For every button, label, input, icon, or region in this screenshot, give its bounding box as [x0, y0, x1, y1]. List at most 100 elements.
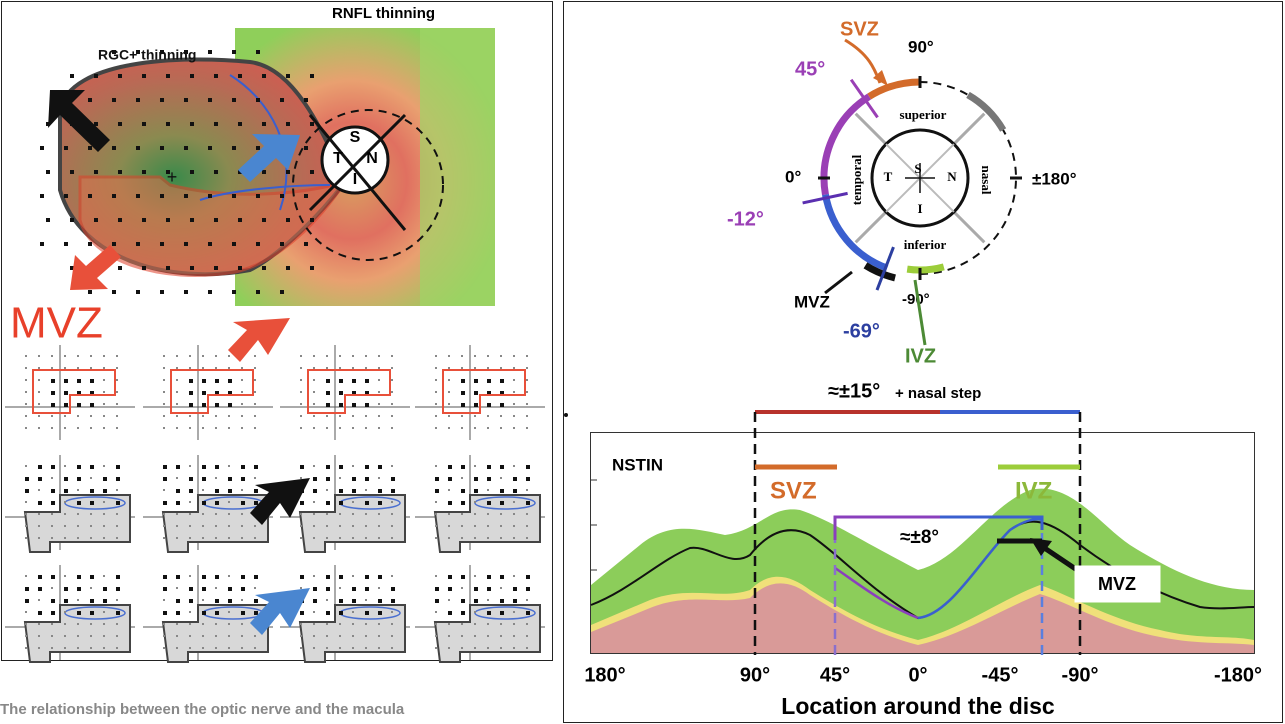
vf-point — [38, 575, 42, 579]
vf-point — [25, 477, 29, 481]
vf-point — [254, 489, 258, 493]
vf-point — [435, 587, 439, 591]
vf-point — [202, 501, 206, 505]
vf-point — [326, 465, 330, 469]
vf-point — [513, 427, 515, 429]
vf-point — [90, 465, 94, 469]
vf-point — [326, 525, 328, 527]
vf-point — [189, 489, 193, 493]
vf-point — [25, 379, 27, 381]
mvz-polar: MVZ — [794, 292, 830, 311]
vf-point — [202, 599, 204, 601]
vf-point — [365, 415, 367, 417]
vf-point — [378, 501, 382, 505]
vf-point — [176, 415, 178, 417]
x-labels: 180°90°45°0°-45°-90°-180° — [584, 664, 1262, 686]
deg-0: 0° — [785, 167, 801, 186]
vf-point — [313, 537, 315, 539]
vf-point — [103, 489, 107, 493]
vf-point — [474, 611, 476, 613]
vf-point — [90, 477, 92, 479]
grid-dot — [256, 242, 260, 246]
vf-point — [215, 537, 217, 539]
vf-point — [25, 623, 27, 625]
vf-point — [215, 355, 217, 357]
grid-dot — [184, 242, 188, 246]
vf-point — [254, 599, 258, 603]
vf-point — [448, 465, 452, 469]
vf-point — [487, 367, 489, 369]
range-note: + nasal step — [895, 385, 981, 402]
vf-point — [378, 367, 380, 369]
vf-point — [64, 367, 66, 369]
grid-dot — [232, 194, 236, 198]
vf-point — [526, 623, 528, 625]
vf-point — [352, 575, 354, 577]
vf-point — [241, 477, 245, 481]
vf-point — [526, 635, 528, 637]
vf-point — [189, 477, 193, 481]
vf-point — [215, 599, 219, 603]
vf-point — [435, 415, 437, 417]
vf-point — [64, 525, 66, 527]
vf-point — [103, 635, 105, 637]
grid-dot — [118, 74, 122, 78]
vf-point — [189, 427, 191, 429]
vf-point — [461, 587, 463, 589]
vf-point — [90, 537, 92, 539]
grid-dot — [310, 266, 314, 270]
vf-point — [313, 599, 317, 603]
vf-point — [448, 427, 450, 429]
vf-point — [513, 379, 515, 381]
vf-point — [176, 477, 178, 479]
vf-point — [51, 525, 53, 527]
grid-dot — [232, 98, 236, 102]
vf-point — [326, 513, 328, 515]
vf-point — [241, 367, 243, 369]
vf-point — [163, 647, 165, 649]
vf-point — [326, 587, 330, 591]
vf-point — [448, 587, 452, 591]
vf-point — [189, 575, 191, 577]
vf-point — [25, 647, 27, 649]
vf-point — [116, 537, 118, 539]
vf-point — [176, 513, 178, 515]
vf-point — [513, 647, 515, 649]
vf-point — [513, 489, 517, 493]
vf-point — [241, 575, 245, 579]
vf-point — [365, 501, 369, 505]
vf-point — [526, 391, 528, 393]
grid-dot — [232, 50, 236, 54]
vf-point — [391, 501, 393, 503]
vf-point — [202, 379, 206, 383]
grid-dot — [40, 194, 44, 198]
grid-dot — [256, 50, 260, 54]
vf-point — [189, 415, 191, 417]
vf-point — [51, 355, 53, 357]
grid-dot — [142, 74, 146, 78]
vf-point — [365, 477, 369, 481]
region-superior: superior — [900, 107, 947, 122]
vf-point — [51, 465, 55, 469]
vf-point — [25, 635, 27, 637]
vf-point — [176, 587, 178, 589]
grid-dot — [190, 218, 194, 222]
vf-point — [103, 513, 105, 515]
vf-point — [300, 477, 302, 479]
vf-point — [352, 355, 354, 357]
vf-point — [116, 623, 118, 625]
vf-point — [391, 355, 393, 357]
vf-point — [339, 611, 343, 615]
x-title: Location around the disc — [781, 693, 1055, 719]
vf-point — [163, 575, 167, 579]
vf-point — [103, 465, 105, 467]
deg-180: ±180° — [1032, 169, 1077, 188]
vf-point — [300, 575, 304, 579]
vf-point — [513, 611, 515, 613]
vf-point — [90, 525, 92, 527]
grid-dot — [118, 170, 122, 174]
vf-point — [189, 379, 193, 383]
grid-dot — [232, 146, 236, 150]
vf-point — [202, 367, 204, 369]
vf-point — [103, 647, 105, 649]
